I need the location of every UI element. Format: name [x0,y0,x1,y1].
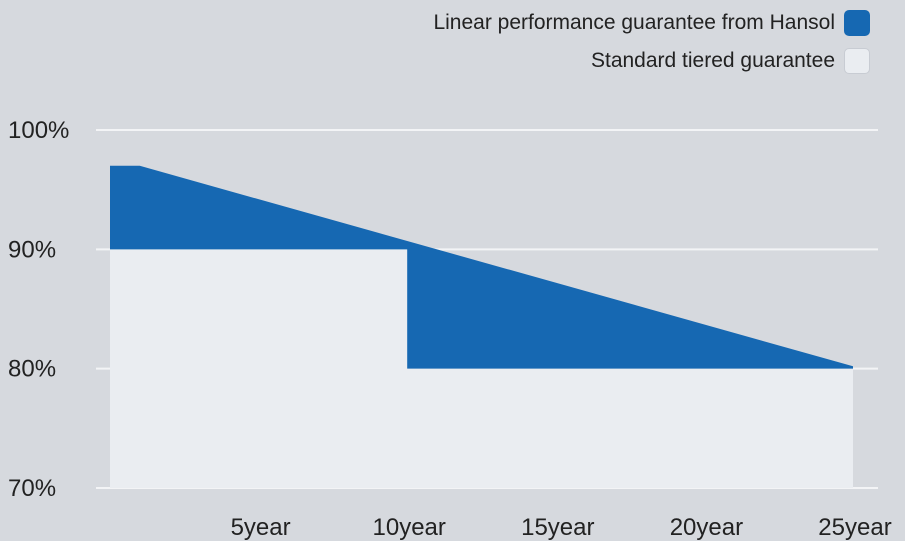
legend-label-standard: Standard tiered guarantee [590,49,835,72]
legend-item-linear: Linear performance guarantee from Hansol [433,8,870,38]
legend-item-standard: Standard tiered guarantee [433,46,870,76]
y-tick-label: 100% [8,117,69,144]
x-tick-label: 20year [670,514,743,541]
x-tick-label: 10year [373,514,446,541]
legend-swatch-standard [844,48,870,74]
legend: Linear performance guarantee from Hansol… [433,8,870,84]
legend-label-linear: Linear performance guarantee from Hansol [433,11,835,34]
series-standard-guarantee-area [110,249,853,488]
legend-swatch-linear [844,10,870,36]
y-tick-label: 70% [8,475,56,502]
x-tick-label: 5year [231,514,291,541]
y-tick-label: 90% [8,236,56,263]
x-tick-label: 15year [521,514,594,541]
y-tick-label: 80% [8,356,56,383]
x-tick-label: 25year [818,514,891,541]
